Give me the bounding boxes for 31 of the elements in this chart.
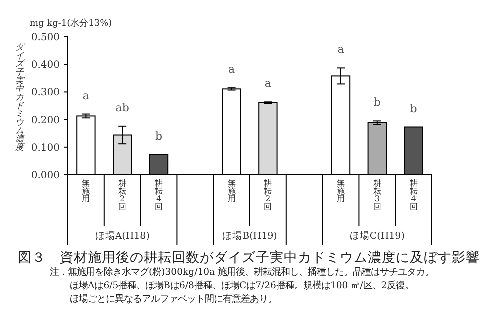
data-label: a (82, 89, 90, 102)
text: 注．無施用を除き水マグ(粉)300kg/10a 施用後、耕耘混和し、播種した。品種はサチユタカ。 (50, 267, 434, 278)
text: ほ場Aは6/5播種、ほ場Bは6/8播種、ほ場Cは7/26播種。規模は100 ㎡/区、2反復。 (70, 280, 414, 292)
text: ダイズ子実中カドミウム濃度 (16, 43, 24, 153)
text: ほ場ごとに異なるアルファベット間に有意差あり。 (70, 294, 277, 305)
x-tick-label: 耕耘2回 (264, 179, 272, 212)
text: ほ場B(H19) (222, 230, 278, 242)
x-tick-label: 無施用 (82, 179, 90, 204)
x-tick-label: 耕耘4回 (155, 179, 163, 212)
text: 図３ 資材施用後の耕耘回数がダイズ子実中カドミウム濃度に及ぼす影響 (18, 250, 480, 266)
y-tick-label: 0.500 (31, 32, 60, 44)
text: ほ場A(H18) (95, 230, 150, 242)
y-tick-label: 0.200 (31, 115, 60, 126)
data-label: a (338, 43, 345, 56)
data-label: b (374, 96, 381, 110)
text: mg kg-1(水分13%) (30, 18, 112, 29)
y-tick-label: 0.300 (31, 88, 60, 99)
x-tick-label: 耕耘4回 (410, 179, 418, 212)
y-tick-label: 0.000 (31, 170, 60, 182)
text: ほ場C(H19) (350, 230, 405, 242)
data-label: a (228, 63, 236, 76)
x-tick-label: 無施用 (228, 179, 236, 204)
y-tick-label: 0.400 (31, 60, 60, 72)
data-label: ab (116, 101, 130, 114)
data-label: b (410, 102, 418, 116)
x-tick-label: 耕耘3回 (373, 179, 382, 212)
data-label: a (264, 77, 272, 90)
x-tick-label: 無施用 (337, 179, 345, 204)
data-label: b (155, 130, 163, 143)
x-tick-label: 耕耘2回 (118, 179, 127, 212)
y-tick-label: 0.100 (31, 142, 60, 154)
